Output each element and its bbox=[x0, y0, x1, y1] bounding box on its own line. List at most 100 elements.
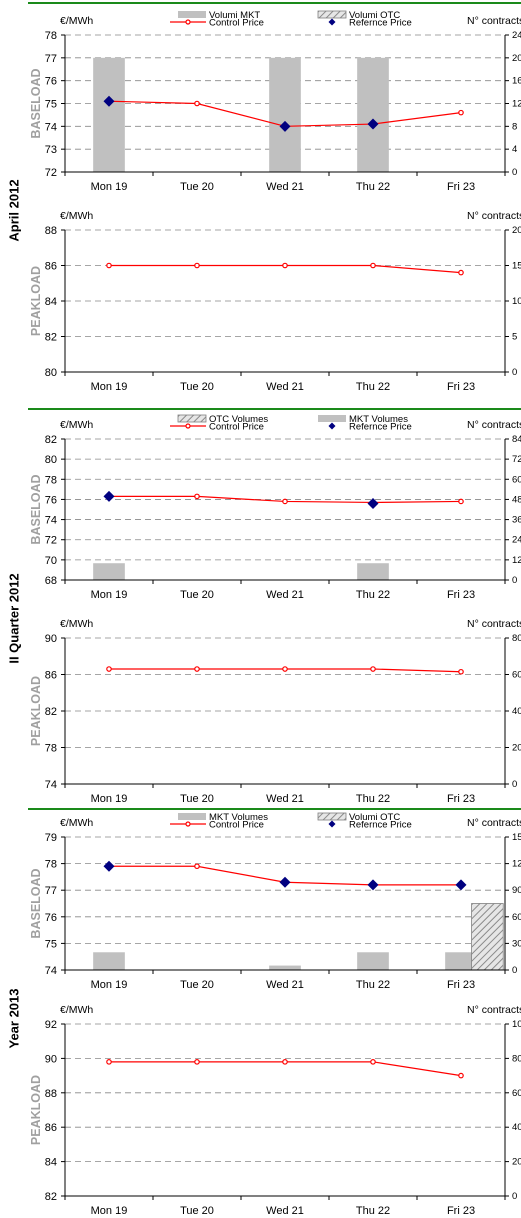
legend-line-label: Control Price bbox=[209, 18, 264, 29]
chart-year-2013-peakload: 82 84 86 88 90 92 0 20 40 60 80 100 Mon 19 Tue 20 Wed … bbox=[29, 1004, 521, 1214]
legend-otc-label: Volumi OTC bbox=[349, 10, 400, 21]
left-tick-label: 74 bbox=[45, 965, 57, 977]
right-tick-label: 60 bbox=[512, 670, 521, 681]
left-tick-label: 70 bbox=[45, 555, 57, 567]
left-tick-label: 78 bbox=[45, 743, 57, 755]
row-label: PEAKLOAD bbox=[29, 1075, 43, 1145]
left-tick-label: 78 bbox=[45, 859, 57, 871]
right-tick-label: 60 bbox=[512, 912, 521, 923]
section-april-2012: April 2012 72 73 74 75 76 77 78 0 4 8 12 16 20 24 Mon … bbox=[0, 0, 521, 408]
right-tick-label: 150 bbox=[512, 832, 521, 843]
control-price-point bbox=[458, 1072, 464, 1079]
reference-price-point bbox=[367, 118, 379, 130]
left-tick-label: 82 bbox=[45, 706, 57, 718]
left-tick-label: 76 bbox=[45, 912, 57, 924]
x-tick-label: Thu 22 bbox=[356, 589, 390, 601]
x-tick-label: Mon 19 bbox=[91, 793, 128, 805]
control-price-point bbox=[194, 100, 200, 107]
left-tick-label: 80 bbox=[45, 454, 57, 466]
right-tick-label: 36 bbox=[512, 515, 521, 526]
right-tick-label: 10 bbox=[512, 296, 521, 307]
legend-marker-swatch bbox=[328, 18, 336, 26]
x-tick-label: Tue 20 bbox=[180, 181, 214, 193]
left-tick-label: 84 bbox=[45, 1157, 57, 1169]
right-tick-label: 24 bbox=[512, 30, 521, 41]
control-price-point bbox=[106, 666, 112, 672]
left-unit-label: €/MWh bbox=[60, 210, 93, 222]
x-tick-label: Wed 21 bbox=[266, 1205, 304, 1214]
right-tick-label: 90 bbox=[512, 885, 521, 896]
legend-line-label: Control Price bbox=[209, 820, 264, 831]
left-tick-label: 75 bbox=[45, 938, 57, 950]
left-tick-label: 82 bbox=[45, 434, 57, 446]
right-unit-label: N° contracts bbox=[467, 15, 521, 27]
left-tick-label: 78 bbox=[45, 30, 57, 42]
right-tick-label: 12 bbox=[512, 99, 521, 110]
left-tick-label: 72 bbox=[45, 167, 57, 179]
right-tick-label: 8 bbox=[512, 121, 517, 132]
right-tick-label: 30 bbox=[512, 938, 521, 949]
left-tick-label: 88 bbox=[45, 1088, 57, 1100]
row-label: BASELOAD bbox=[29, 68, 43, 138]
x-tick-label: Wed 21 bbox=[266, 181, 304, 193]
right-tick-label: 20 bbox=[512, 743, 521, 754]
left-tick-label: 82 bbox=[45, 332, 57, 344]
control-price-point bbox=[194, 1059, 200, 1065]
right-tick-label: 60 bbox=[512, 474, 521, 485]
reference-price-point bbox=[367, 497, 379, 509]
left-tick-label: 90 bbox=[45, 633, 57, 645]
right-unit-label: N° contracts bbox=[467, 419, 521, 431]
mkt-volume-bar bbox=[357, 952, 389, 970]
right-unit-label: N° contracts bbox=[467, 210, 521, 222]
x-tick-label: Thu 22 bbox=[356, 979, 390, 991]
row-label: PEAKLOAD bbox=[29, 676, 43, 746]
left-tick-label: 74 bbox=[45, 121, 57, 133]
right-tick-label: 20 bbox=[512, 1157, 521, 1168]
legend-line-point bbox=[185, 19, 191, 25]
x-tick-label: Fri 23 bbox=[447, 381, 475, 393]
right-tick-label: 0 bbox=[512, 167, 517, 178]
x-tick-label: Fri 23 bbox=[447, 589, 475, 601]
right-unit-label: N° contracts bbox=[467, 817, 521, 829]
x-tick-label: Thu 22 bbox=[356, 793, 390, 805]
x-tick-label: Mon 19 bbox=[91, 381, 128, 393]
chart-year-2013-baseload: 74 75 76 77 78 79 0 30 60 90 120 150 Mon 19 Tue 20 Wed… bbox=[29, 812, 521, 991]
legend-mkt-swatch bbox=[318, 415, 346, 422]
left-unit-label: €/MWh bbox=[60, 1004, 93, 1016]
otc-volume-bar bbox=[471, 903, 504, 971]
chart-april-2012-baseload: 72 73 74 75 76 77 78 0 4 8 12 16 20 24 Mon 19 Tue 20 Wed… bbox=[29, 10, 521, 193]
mkt-volume-bar bbox=[445, 952, 477, 970]
right-tick-label: 0 bbox=[512, 575, 517, 586]
control-price-point bbox=[282, 498, 288, 505]
x-tick-label: Fri 23 bbox=[447, 793, 475, 805]
left-tick-label: 76 bbox=[45, 76, 57, 88]
control-price-point bbox=[194, 493, 200, 500]
left-unit-label: €/MWh bbox=[60, 419, 93, 431]
control-price-point bbox=[194, 666, 200, 672]
x-tick-label: Tue 20 bbox=[180, 589, 214, 601]
legend-line-point bbox=[185, 423, 191, 429]
x-tick-label: Tue 20 bbox=[180, 793, 214, 805]
left-tick-label: 76 bbox=[45, 494, 57, 506]
chart-april-2012-peakload: 80 82 84 86 88 0 5 10 15 20 Mon 19 Tue 20 Wed 21 Thu … bbox=[29, 210, 521, 393]
control-price-point bbox=[458, 668, 464, 675]
row-label: BASELOAD bbox=[29, 474, 43, 544]
mkt-volume-bar bbox=[93, 563, 125, 580]
right-tick-label: 60 bbox=[512, 1088, 521, 1099]
right-tick-label: 100 bbox=[512, 1019, 521, 1030]
control-price-point bbox=[370, 262, 376, 269]
right-tick-label: 0 bbox=[512, 965, 517, 976]
right-unit-label: N° contracts bbox=[467, 1004, 521, 1016]
mkt-volume-bar bbox=[269, 57, 301, 173]
left-tick-label: 73 bbox=[45, 144, 57, 156]
section-separator bbox=[28, 808, 521, 810]
legend-marker-label: Refernce Price bbox=[349, 18, 412, 29]
x-tick-label: Thu 22 bbox=[356, 381, 390, 393]
x-tick-label: Fri 23 bbox=[447, 181, 475, 193]
right-tick-label: 80 bbox=[512, 633, 521, 644]
left-unit-label: €/MWh bbox=[60, 15, 93, 27]
right-unit-label: N° contracts bbox=[467, 618, 521, 630]
legend-line-point bbox=[185, 821, 191, 827]
mkt-volume-bar bbox=[93, 952, 125, 970]
